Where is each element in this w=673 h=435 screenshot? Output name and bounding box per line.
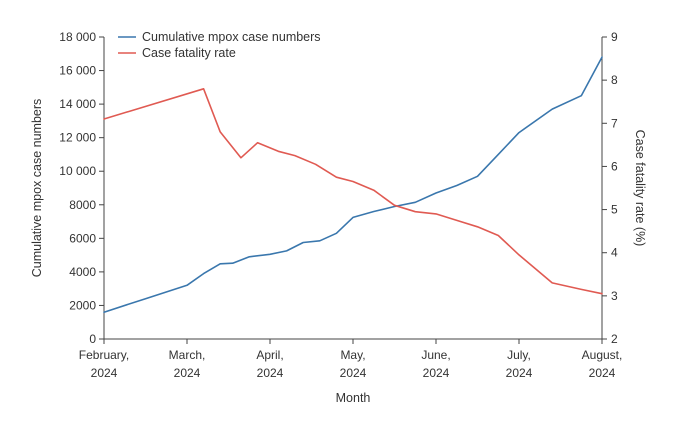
x-tick-label-year: 2024 bbox=[506, 366, 533, 380]
x-tick-label-year: 2024 bbox=[174, 366, 201, 380]
x-tick-label-month: February, bbox=[79, 348, 129, 362]
series-line-case-fatality-rate bbox=[103, 88, 603, 295]
right-tick-label: 2 bbox=[611, 332, 618, 346]
left-tick-label: 10 000 bbox=[59, 164, 96, 178]
right-tick-label: 8 bbox=[611, 73, 618, 87]
x-tick-label-year: 2024 bbox=[91, 366, 118, 380]
right-y-axis-title: Case fatality rate (%) bbox=[633, 130, 647, 247]
left-tick-label: 12 000 bbox=[59, 131, 96, 145]
x-tick-label-month: May, bbox=[340, 348, 365, 362]
x-tick-label-year: 2024 bbox=[340, 366, 367, 380]
left-tick-label: 6000 bbox=[69, 231, 96, 245]
left-y-axis-title: Cumulative mpox case numbers bbox=[30, 99, 44, 278]
x-tick-label-year: 2024 bbox=[423, 366, 450, 380]
right-tick-label: 5 bbox=[611, 203, 618, 217]
series-line-cumulative-cases bbox=[103, 56, 603, 314]
x-tick-label-month: April, bbox=[256, 348, 283, 362]
x-tick-label-year: 2024 bbox=[257, 366, 284, 380]
x-tick-label-month: March, bbox=[169, 348, 206, 362]
x-tick-label-month: June, bbox=[421, 348, 450, 362]
right-tick-label: 6 bbox=[611, 159, 618, 173]
left-tick-label: 14 000 bbox=[59, 97, 96, 111]
left-tick-label: 16 000 bbox=[59, 64, 96, 78]
x-axis-title: Month bbox=[336, 391, 371, 405]
left-tick-label: 4000 bbox=[69, 265, 96, 279]
left-tick-label: 18 000 bbox=[59, 30, 96, 44]
legend-label-cumulative-cases: Cumulative mpox case numbers bbox=[142, 30, 321, 44]
right-tick-label: 7 bbox=[611, 116, 618, 130]
legend: Cumulative mpox case numbers Case fatali… bbox=[118, 30, 321, 60]
right-tick-label: 4 bbox=[611, 246, 618, 260]
right-tick-label: 9 bbox=[611, 30, 618, 44]
left-tick-label: 8000 bbox=[69, 198, 96, 212]
legend-label-case-fatality-rate: Case fatality rate bbox=[142, 46, 236, 60]
right-tick-label: 3 bbox=[611, 289, 618, 303]
left-tick-label: 2000 bbox=[69, 298, 96, 312]
x-tick-label-year: 2024 bbox=[589, 366, 616, 380]
left-tick-label: 0 bbox=[89, 332, 96, 346]
x-tick-label-month: August, bbox=[582, 348, 623, 362]
x-tick-label-month: July, bbox=[507, 348, 531, 362]
